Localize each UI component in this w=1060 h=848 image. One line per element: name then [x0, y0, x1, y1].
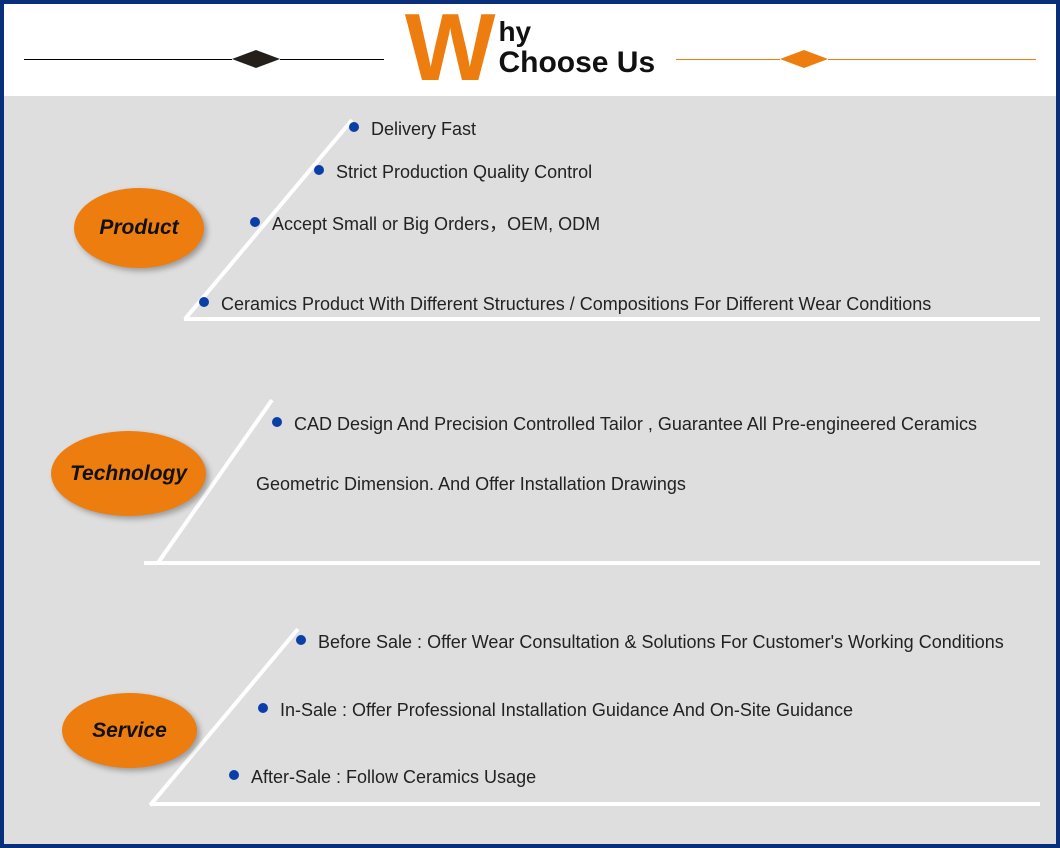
- oval-label: Product: [99, 216, 178, 240]
- divider-line: [24, 59, 232, 60]
- divider-right: [676, 50, 1036, 68]
- header: W hy Choose Us: [4, 4, 1056, 96]
- list-item: Delivery Fast: [349, 116, 476, 143]
- divider-left: [24, 50, 384, 68]
- bullet-icon: [199, 297, 209, 307]
- title-text: hy Choose Us: [498, 18, 655, 79]
- title-hy: hy: [498, 18, 655, 46]
- section-technology: Technology CAD Design And Precision Cont…: [4, 376, 1056, 581]
- bullet-icon: [314, 165, 324, 175]
- bullet-icon: [229, 770, 239, 780]
- bullet-icon: [258, 703, 268, 713]
- title-big-letter: W: [405, 12, 493, 84]
- item-text: CAD Design And Precision Controlled Tail…: [294, 411, 977, 438]
- oval-technology: Technology: [51, 431, 206, 516]
- section-service: Service Before Sale : Offer Wear Consult…: [4, 601, 1056, 839]
- section-horz-line: [150, 802, 1040, 806]
- item-text: Accept Small or Big Orders，OEM, ODM: [272, 211, 600, 238]
- item-text: Delivery Fast: [371, 116, 476, 143]
- item-text: Geometric Dimension. And Offer Installat…: [256, 471, 686, 498]
- item-text: After-Sale : Follow Ceramics Usage: [251, 764, 536, 791]
- title: W hy Choose Us: [405, 12, 655, 84]
- bullet-icon: [349, 122, 359, 132]
- section-product: Product Delivery Fast Strict Production …: [4, 96, 1056, 358]
- divider-line: [828, 59, 1036, 60]
- bullet-icon: [272, 417, 282, 427]
- list-item-continuation: Geometric Dimension. And Offer Installat…: [256, 471, 686, 498]
- list-item: Accept Small or Big Orders，OEM, ODM: [250, 211, 600, 238]
- section-horz-line: [144, 561, 1040, 565]
- list-item: Before Sale : Offer Wear Consultation & …: [296, 629, 1004, 656]
- title-choose: Choose Us: [498, 46, 655, 79]
- item-text: Ceramics Product With Different Structur…: [221, 291, 931, 318]
- item-text: In-Sale : Offer Professional Installatio…: [280, 697, 853, 724]
- content-area: Product Delivery Fast Strict Production …: [4, 96, 1056, 844]
- item-text: Strict Production Quality Control: [336, 159, 592, 186]
- bullet-icon: [250, 217, 260, 227]
- diamond-right-icon: [780, 50, 828, 68]
- divider-line: [676, 59, 780, 60]
- oval-label: Technology: [70, 462, 187, 486]
- list-item: After-Sale : Follow Ceramics Usage: [229, 764, 536, 791]
- oval-product: Product: [74, 188, 204, 268]
- item-text: Before Sale : Offer Wear Consultation & …: [318, 629, 1004, 656]
- list-item: In-Sale : Offer Professional Installatio…: [258, 697, 853, 724]
- list-item: CAD Design And Precision Controlled Tail…: [272, 411, 977, 438]
- oval-label: Service: [92, 719, 167, 743]
- infographic-container: W hy Choose Us Product Delivery Fast Str…: [0, 0, 1060, 848]
- oval-service: Service: [62, 693, 197, 768]
- list-item: Strict Production Quality Control: [314, 159, 592, 186]
- divider-line: [280, 59, 384, 60]
- diamond-left-icon: [232, 50, 280, 68]
- list-item: Ceramics Product With Different Structur…: [199, 291, 931, 318]
- bullet-icon: [296, 635, 306, 645]
